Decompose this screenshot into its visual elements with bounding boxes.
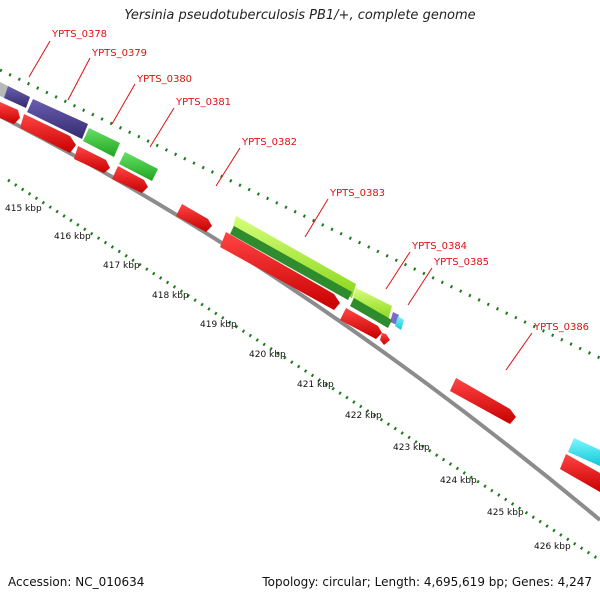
- genome-backbone: [0, 114, 600, 522]
- outer-tick-ring: [0, 68, 600, 360]
- kbp-label: 421 kbp: [297, 380, 334, 390]
- cds-red-8[interactable]: [380, 333, 390, 345]
- gene-labels: YPTS_0378 YPTS_0379 YPTS_0380 YPTS_0381 …: [51, 29, 589, 333]
- gene-label-leaders: [28, 40, 533, 371]
- kbp-label: 415 kbp: [5, 204, 42, 214]
- gene-feature-YPTS_0381[interactable]: [119, 152, 158, 181]
- gene-feature-YPTS_0378[interactable]: [4, 86, 30, 108]
- cds-red-6-dark[interactable]: [230, 226, 352, 300]
- genome-stats-text: Topology: circular; Length: 4,695,619 bp…: [262, 575, 592, 589]
- gene-feature-YPTS_0383-b[interactable]: [352, 288, 392, 320]
- kbp-label: 419 kbp: [200, 320, 237, 330]
- gene-label[interactable]: YPTS_0380: [136, 74, 192, 85]
- gene-label[interactable]: YPTS_0384: [411, 241, 467, 252]
- accession-text: Accession: NC_010634: [8, 575, 145, 589]
- kbp-label: 425 kbp: [487, 508, 524, 518]
- cds-red-1[interactable]: [0, 102, 20, 124]
- gene-label[interactable]: YPTS_0379: [91, 48, 147, 59]
- cds-red-4[interactable]: [112, 166, 148, 193]
- cds-red-3[interactable]: [74, 146, 110, 173]
- kbp-label: 418 kbp: [152, 291, 189, 301]
- gene-feature-YPTS_0386-cyan[interactable]: [568, 438, 600, 466]
- kbp-label: 417 kbp: [103, 261, 140, 271]
- kbp-label: 424 kbp: [440, 476, 477, 486]
- kbp-label: 422 kbp: [345, 411, 382, 421]
- kbp-labels: 415 kbp 416 kbp 417 kbp 418 kbp 419 kbp …: [5, 204, 571, 552]
- gene-feature-YPTS_0385[interactable]: [395, 316, 404, 330]
- gene-feature-YPTS_0380[interactable]: [83, 128, 120, 157]
- gene-label[interactable]: YPTS_0383: [329, 188, 385, 199]
- cds-red-7-dark[interactable]: [350, 298, 392, 328]
- cds-red-6[interactable]: [220, 232, 340, 310]
- cds-red-7[interactable]: [340, 308, 382, 339]
- gene-label[interactable]: YPTS_0385: [433, 257, 489, 268]
- cds-red-9[interactable]: [450, 378, 516, 424]
- kbp-label: 423 kbp: [393, 443, 430, 453]
- gene-feature-YPTS_0379[interactable]: [27, 99, 88, 139]
- gene-label[interactable]: YPTS_0386: [533, 322, 589, 333]
- feature-track-upper: [0, 82, 600, 466]
- cds-red-2[interactable]: [20, 114, 76, 153]
- kbp-label: 416 kbp: [54, 232, 91, 242]
- gene-label[interactable]: YPTS_0378: [51, 29, 107, 40]
- cds-red-10[interactable]: [560, 454, 600, 492]
- gene-label[interactable]: YPTS_0382: [241, 137, 297, 148]
- gene-label[interactable]: YPTS_0381: [175, 97, 231, 108]
- inner-tick-ring: [7, 178, 600, 562]
- gene-feature-grey[interactable]: [0, 82, 8, 98]
- kbp-label: 426 kbp: [534, 542, 571, 552]
- kbp-label: 420 kbp: [249, 350, 286, 360]
- feature-track-lower: [0, 102, 600, 492]
- cds-red-5[interactable]: [176, 204, 212, 232]
- map-title: Yersinia pseudotuberculosis PB1/+, compl…: [124, 8, 476, 23]
